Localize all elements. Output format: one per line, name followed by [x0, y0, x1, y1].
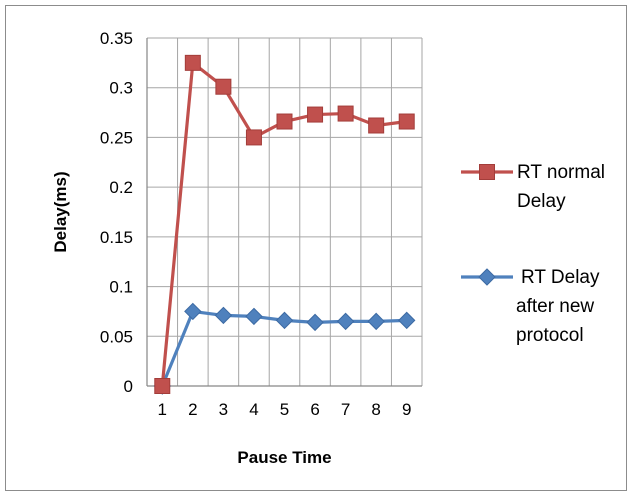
data-point: [398, 113, 415, 130]
x-tick-label: 8: [371, 400, 380, 419]
y-tick-label: 0: [124, 377, 133, 396]
legend-label: protocol: [516, 325, 584, 346]
data-point: [154, 378, 171, 394]
legend-entry-0: RT normal Delay: [461, 162, 605, 212]
x-tick-label: 7: [341, 400, 350, 419]
data-point: [275, 311, 294, 330]
data-point: [184, 302, 202, 321]
y-tick-label: 0.05: [100, 327, 133, 346]
legend-entry-1: RT Delay after new protocol: [461, 267, 600, 346]
series-line: [160, 61, 407, 387]
x-tick-label: 1: [158, 400, 167, 419]
chart-frame: [5, 5, 627, 491]
data-point: [245, 129, 262, 146]
y-tick-label: 0.35: [100, 29, 133, 48]
x-tick-label: 2: [188, 400, 197, 419]
grid: [146, 37, 423, 387]
data-point: [367, 312, 385, 331]
y-tick-label: 0.1: [109, 278, 133, 297]
x-tick-label: 6: [310, 400, 319, 419]
x-tick-label: 5: [280, 400, 289, 419]
legend-label: after new: [516, 296, 594, 317]
data-point: [214, 306, 233, 325]
data-point: [245, 307, 263, 326]
data-point: [184, 54, 201, 71]
data-point: [337, 105, 354, 122]
legend: RT normal Delay RT Delay after new protocol: [461, 162, 605, 346]
series-1: [153, 302, 416, 395]
y-tick-label: 0.15: [100, 228, 133, 247]
data-point: [276, 113, 293, 130]
data-point: [215, 78, 232, 95]
axes: 0 0.05 0.1 0.15 0.2 0.25 0.3 0.35 1 2 3 4 5 6 7 8 9: [100, 29, 422, 419]
data-point: [398, 311, 416, 330]
data-point: [368, 117, 385, 134]
legend-marker: [478, 268, 496, 286]
y-tick-label: 0.25: [100, 128, 133, 147]
y-tick-label: 0.3: [109, 79, 133, 98]
legend-label: RT Delay: [521, 267, 600, 288]
data-point: [306, 313, 324, 332]
x-tick-label: 3: [219, 400, 228, 419]
series-group: [153, 54, 416, 395]
x-axis-title: Pause Time: [237, 448, 331, 467]
x-tick-label: 4: [249, 400, 258, 419]
y-tick-label: 0.2: [109, 178, 133, 197]
series-0: [154, 54, 415, 394]
data-point: [307, 106, 324, 123]
legend-marker: [479, 164, 495, 180]
data-point: [336, 312, 355, 331]
legend-label: RT normal: [517, 162, 605, 183]
legend-label: Delay: [517, 191, 566, 212]
y-axis-title: Delay(ms): [51, 171, 70, 252]
x-tick-label: 9: [402, 400, 411, 419]
